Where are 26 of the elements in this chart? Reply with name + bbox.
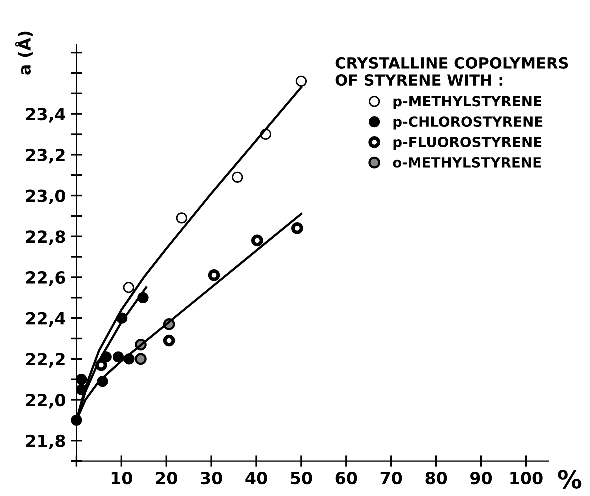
- y-tick-label: 22,0: [26, 394, 66, 409]
- y-tick-label: 23,4: [26, 108, 66, 123]
- x-tick-label: 30: [201, 472, 222, 485]
- y-axis-title: a (Å): [15, 32, 33, 75]
- legend-label: p-FLUOROSTYRENE: [394, 136, 542, 150]
- y-tick-label: 23,0: [26, 190, 66, 204]
- x-tick-label: 20: [156, 472, 178, 485]
- x-tick-label: 100: [510, 472, 543, 485]
- legend-label: p-CHLOROSTYRENE: [394, 116, 543, 130]
- legend-label: p-METHYLSTYRENE: [394, 96, 542, 110]
- y-tick-label: 23,2: [26, 148, 65, 164]
- x-tick-label: 70: [380, 472, 402, 485]
- text: 21,8: [26, 434, 66, 450]
- y-tick-label: 22,4: [26, 312, 66, 328]
- x-tick-label: 10: [112, 472, 132, 485]
- y-tick-label: 22,6: [26, 271, 66, 286]
- x-tick-label: 80: [426, 472, 448, 485]
- x-tick-label: 90: [470, 472, 492, 485]
- legend-label: o-METHYLSTYRENE: [393, 157, 542, 168]
- y-tick-label: 22,2: [26, 353, 65, 368]
- x-tick-label: 60: [336, 472, 358, 485]
- x-tick-label: 50: [291, 472, 312, 485]
- legend-title: CRYSTALLINE COPOLYMERS OF STYRENE WITH :: [336, 57, 568, 86]
- y-tick-label: 22,8: [26, 230, 66, 246]
- x-axis-title: %: [558, 470, 582, 489]
- x-tick-label: 40: [246, 472, 268, 485]
